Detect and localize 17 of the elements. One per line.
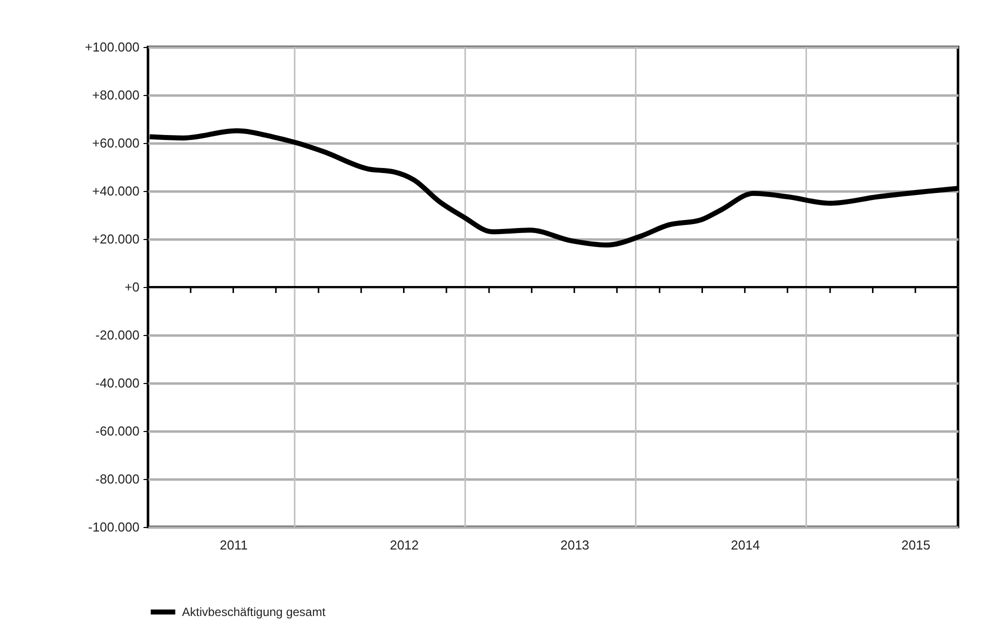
y-tick-label: +100.000 [84,40,140,54]
x-tick-label: 2014 [730,538,760,552]
y-tick-label: -60.000 [95,424,140,438]
y-tick-label: +0 [124,280,140,294]
y-tick-label: -20.000 [95,328,140,342]
legend-label: Aktivbeschäftigung gesamt [182,605,326,619]
y-tick-label: -100.000 [88,520,140,534]
y-tick-label: +80.000 [92,88,140,102]
x-tick-label: 2015 [901,538,930,552]
y-tick-label: -80.000 [95,472,140,486]
y-tick-label: -40.000 [95,376,140,390]
x-tick-label: 2013 [560,538,590,552]
y-tick-label: +20.000 [92,232,140,246]
x-tick-label: 2012 [390,538,419,552]
y-tick-label: +40.000 [92,184,140,198]
y-tick-label: +60.000 [92,136,140,150]
x-tick-label: 2011 [220,538,248,552]
